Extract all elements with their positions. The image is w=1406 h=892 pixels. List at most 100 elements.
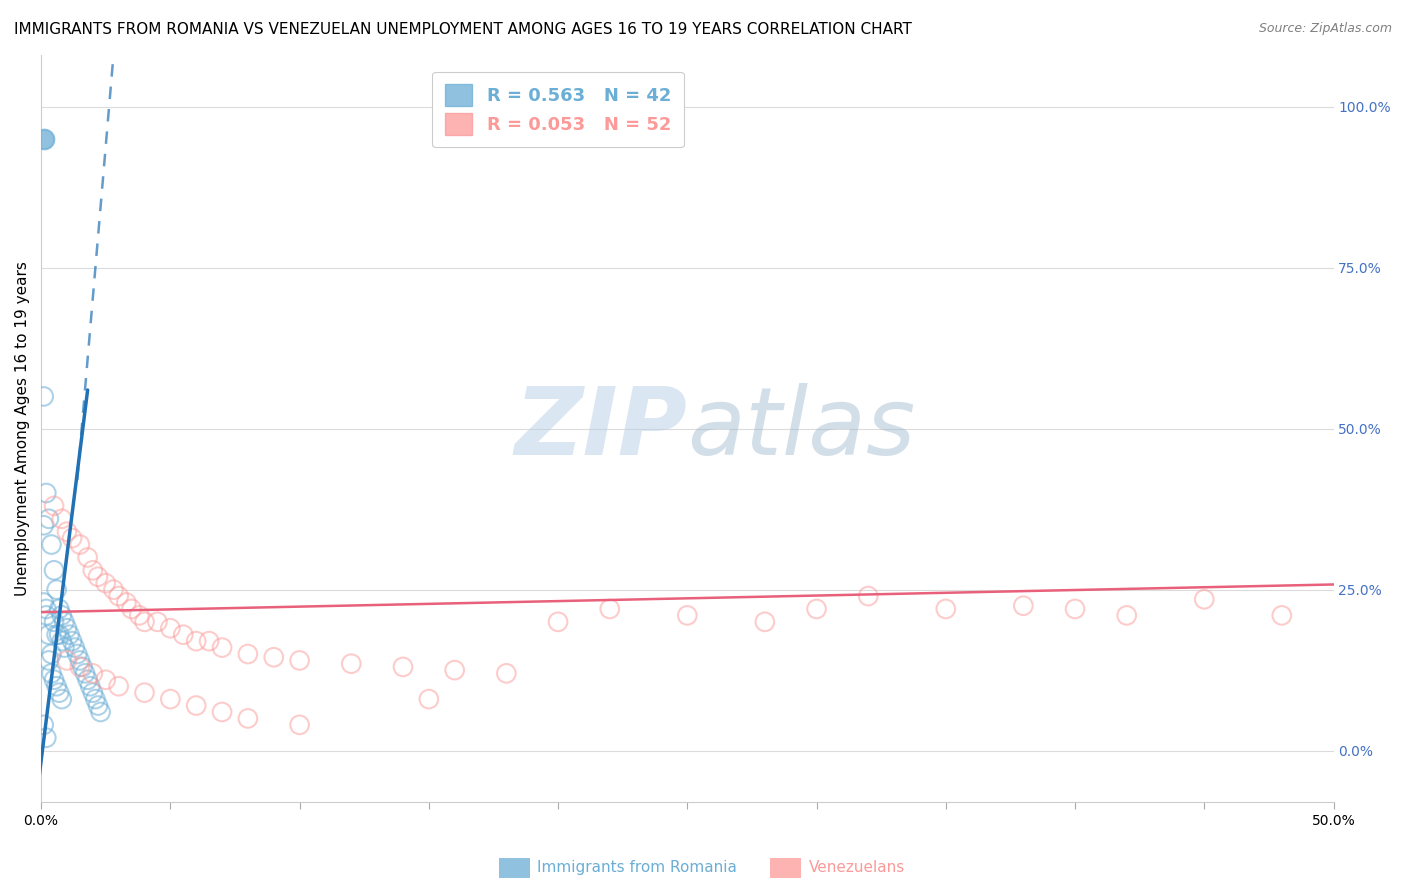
Text: IMMIGRANTS FROM ROMANIA VS VENEZUELAN UNEMPLOYMENT AMONG AGES 16 TO 19 YEARS COR: IMMIGRANTS FROM ROMANIA VS VENEZUELAN UN… <box>14 22 912 37</box>
Point <box>263 650 285 665</box>
Point <box>288 653 311 667</box>
Point <box>32 718 55 732</box>
Point <box>32 389 55 403</box>
Point <box>56 524 79 539</box>
Point <box>82 563 104 577</box>
Point <box>134 615 156 629</box>
Point <box>53 615 76 629</box>
Point <box>32 595 55 609</box>
Point <box>53 640 76 655</box>
Point <box>32 518 55 533</box>
Point <box>935 602 957 616</box>
Point <box>69 653 91 667</box>
Point <box>76 550 98 565</box>
Point <box>340 657 363 671</box>
Point <box>90 705 112 719</box>
Point <box>60 531 83 545</box>
Point <box>45 582 67 597</box>
Point <box>159 621 181 635</box>
Text: atlas: atlas <box>688 384 915 475</box>
Point <box>107 679 129 693</box>
Point <box>1271 608 1294 623</box>
Point <box>443 663 465 677</box>
Point <box>41 666 63 681</box>
Point <box>35 608 58 623</box>
Point <box>48 686 70 700</box>
Point <box>69 660 91 674</box>
Point <box>48 602 70 616</box>
Point <box>288 718 311 732</box>
Point <box>72 660 94 674</box>
Point <box>38 653 60 667</box>
Text: Source: ZipAtlas.com: Source: ZipAtlas.com <box>1258 22 1392 36</box>
Point <box>495 666 517 681</box>
Point <box>186 634 208 648</box>
Y-axis label: Unemployment Among Ages 16 to 19 years: Unemployment Among Ages 16 to 19 years <box>15 261 30 596</box>
Point <box>51 634 73 648</box>
Point <box>35 486 58 500</box>
Point <box>45 628 67 642</box>
Point <box>42 673 65 687</box>
Point <box>547 615 569 629</box>
Point <box>42 499 65 513</box>
Point <box>186 698 208 713</box>
Legend: R = 0.563   N = 42, R = 0.053   N = 52: R = 0.563 N = 42, R = 0.053 N = 52 <box>433 71 683 147</box>
Point <box>79 679 101 693</box>
Text: Immigrants from Romania: Immigrants from Romania <box>537 860 737 874</box>
Point <box>35 731 58 745</box>
Point <box>107 589 129 603</box>
Point <box>858 589 880 603</box>
Point <box>115 595 138 609</box>
Text: Venezuelans: Venezuelans <box>808 860 904 874</box>
Point <box>87 570 110 584</box>
Point <box>38 512 60 526</box>
Point <box>418 692 440 706</box>
Point <box>159 692 181 706</box>
Point <box>56 621 79 635</box>
Point <box>42 615 65 629</box>
Point <box>1115 608 1137 623</box>
Point <box>1194 592 1216 607</box>
Point <box>1012 599 1035 613</box>
Point <box>32 132 55 146</box>
Point <box>103 582 125 597</box>
Point <box>41 647 63 661</box>
Point <box>60 634 83 648</box>
Point <box>1064 602 1087 616</box>
Point <box>87 698 110 713</box>
Point <box>58 628 80 642</box>
Point <box>392 660 415 674</box>
Point <box>172 628 194 642</box>
Point <box>128 608 150 623</box>
Point <box>82 686 104 700</box>
Point <box>51 692 73 706</box>
Point <box>94 576 117 591</box>
Point <box>56 653 79 667</box>
Point <box>73 666 96 681</box>
Point <box>63 640 86 655</box>
Point <box>35 602 58 616</box>
Point <box>134 686 156 700</box>
Point <box>45 679 67 693</box>
Point <box>76 673 98 687</box>
Point <box>211 640 233 655</box>
Point <box>42 563 65 577</box>
Point <box>676 608 699 623</box>
Point <box>754 615 776 629</box>
Point <box>82 666 104 681</box>
Point <box>51 512 73 526</box>
Point <box>69 537 91 551</box>
Point <box>41 537 63 551</box>
Point <box>806 602 828 616</box>
Point <box>236 711 259 725</box>
Point <box>121 602 143 616</box>
Point <box>84 692 107 706</box>
Point <box>94 673 117 687</box>
Point <box>236 647 259 661</box>
Point <box>599 602 621 616</box>
Point <box>198 634 221 648</box>
Point <box>146 615 169 629</box>
Text: ZIP: ZIP <box>515 383 688 475</box>
Point <box>48 628 70 642</box>
Point <box>211 705 233 719</box>
